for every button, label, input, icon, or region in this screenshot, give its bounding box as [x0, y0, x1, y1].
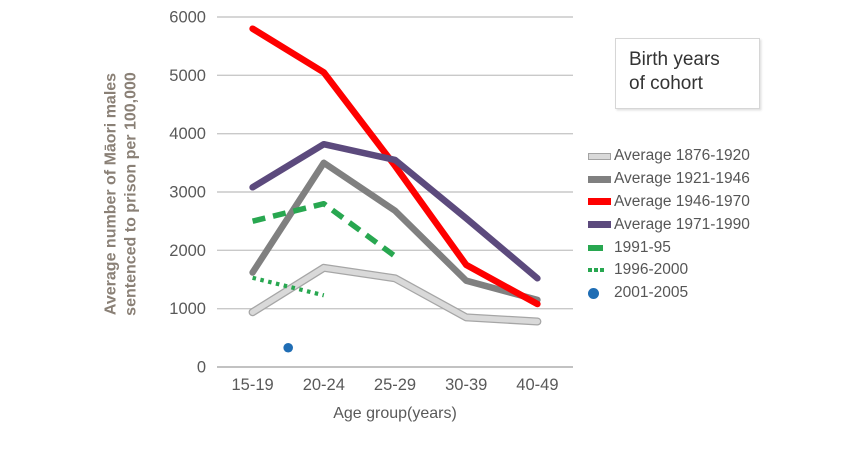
- legend-item-1996-2000: 1996-2000: [588, 259, 750, 282]
- legend-label-average-1921-1946: Average 1921-1946: [614, 170, 750, 188]
- series-line-1991-95: [251, 200, 397, 259]
- x-tick-label-30-39: 30-39: [445, 376, 487, 394]
- legend-item-2001-2005: 2001-2005: [588, 282, 750, 305]
- series-line-average-1971-1990: [249, 140, 541, 282]
- y-tick-label-4000: 4000: [169, 125, 206, 143]
- series-point-2001-2005: [283, 342, 294, 353]
- legend-label-average-1876-1920: Average 1876-1920: [614, 147, 750, 165]
- legend-label-2001-2005: 2001-2005: [614, 284, 689, 302]
- y-tick-label-6000: 6000: [169, 9, 206, 27]
- y-tick-label-3000: 3000: [169, 184, 206, 202]
- legend-label-1996-2000: 1996-2000: [614, 261, 689, 279]
- legend-item-average-1921-1946: Average 1921-1946: [588, 168, 750, 191]
- legend-title-line1: Birth years: [629, 49, 720, 70]
- series-line-average-1921-1946: [249, 159, 541, 304]
- legend-swatch-2001-2005: [588, 287, 614, 299]
- legend-swatch-1991-95: [588, 244, 614, 251]
- legend-item-average-1946-1970: Average 1946-1970: [588, 191, 750, 214]
- legend-item-1991-95: 1991-95: [588, 236, 750, 259]
- legend-label-1991-95: 1991-95: [614, 238, 671, 256]
- x-tick-label-25-29: 25-29: [374, 376, 416, 394]
- legend-item-average-1971-1990: Average 1971-1990: [588, 213, 750, 236]
- legend-swatch-1996-2000: [588, 268, 614, 273]
- legend-swatch-average-1971-1990: [588, 221, 614, 229]
- series-line-average-1876-1920: [249, 265, 541, 325]
- legend-item-average-1876-1920: Average 1876-1920: [588, 145, 750, 168]
- series-line-average-1946-1970: [249, 25, 541, 308]
- legend-swatch-average-1946-1970: [588, 198, 614, 206]
- x-axis-title: Age group(years): [333, 405, 457, 422]
- x-tick-label-40-49: 40-49: [516, 376, 558, 394]
- legend: Average 1876-1920 Average 1921-1946 Averag…: [588, 145, 750, 305]
- legend-swatch-average-1921-1946: [588, 175, 614, 183]
- y-tick-label-1000: 1000: [169, 300, 206, 318]
- y-axis-title: Average number of Māori males sentenced …: [101, 72, 140, 316]
- y-axis-title-line1: Average number of Māori males: [102, 72, 120, 316]
- legend-title-box: Birth years of cohort: [615, 38, 760, 109]
- x-tick-label-20-24: 20-24: [303, 376, 345, 394]
- legend-swatch-average-1876-1920: [588, 152, 614, 160]
- y-tick-label-0: 0: [197, 359, 206, 377]
- legend-label-average-1971-1990: Average 1971-1990: [614, 215, 750, 233]
- y-axis-title-line2: sentenced to prison per 100,000: [122, 72, 139, 316]
- legend-title-line2: of cohort: [629, 73, 703, 95]
- x-tick-label-15-19: 15-19: [231, 376, 273, 394]
- y-tick-label-2000: 2000: [169, 242, 206, 260]
- y-tick-label-5000: 5000: [169, 67, 206, 85]
- legend-label-average-1946-1970: Average 1946-1970: [614, 192, 750, 210]
